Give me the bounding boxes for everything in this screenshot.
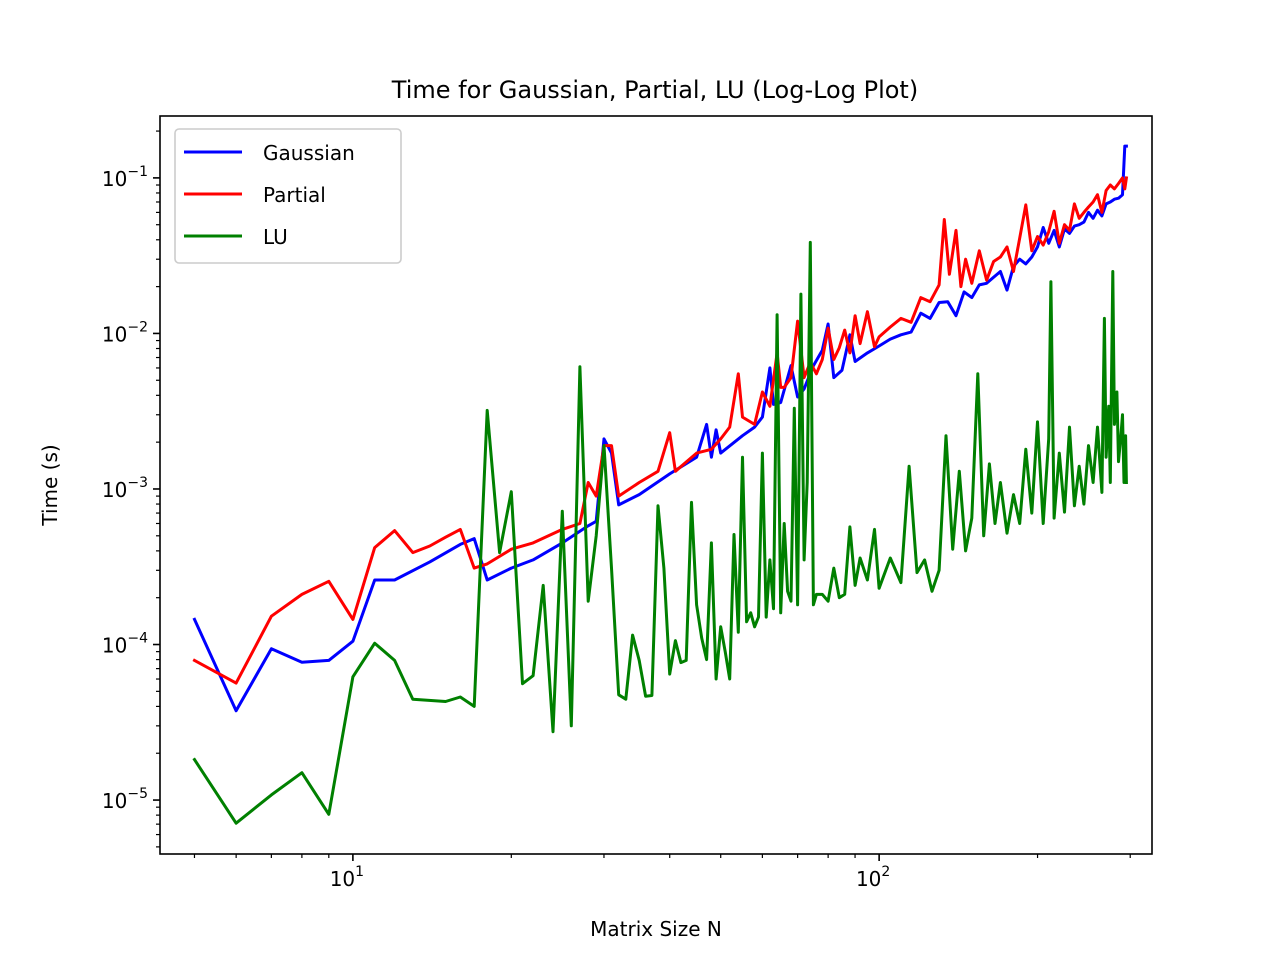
legend: Gaussian Partial LU	[174, 128, 402, 264]
legend-label-gaussian: Gaussian	[263, 141, 355, 165]
y-tick-label: 10−1	[102, 164, 148, 191]
legend-label-lu: LU	[263, 225, 288, 249]
y-tick-label: 10−3	[102, 475, 148, 502]
y-axis-title: Time (s)	[38, 444, 62, 526]
plot-frame	[159, 115, 1153, 855]
legend-label-partial: Partial	[263, 183, 326, 207]
series-layer	[192, 144, 1129, 825]
y-tick-label: 10−2	[102, 319, 148, 346]
y-tick-label: 10−4	[102, 631, 148, 658]
series-line-lu	[192, 240, 1128, 825]
chart-title: Time for Gaussian, Partial, LU (Log-Log …	[391, 76, 918, 104]
legend-box	[174, 128, 402, 264]
axis-layer: 101 102 10−5 10−4 10−3 10−2 10−1	[102, 130, 1131, 891]
x-axis-title: Matrix Size N	[590, 917, 722, 941]
x-tick-label: 101	[330, 864, 364, 891]
x-tick-label: 102	[856, 864, 890, 891]
y-tick-label: 10−5	[102, 786, 148, 813]
